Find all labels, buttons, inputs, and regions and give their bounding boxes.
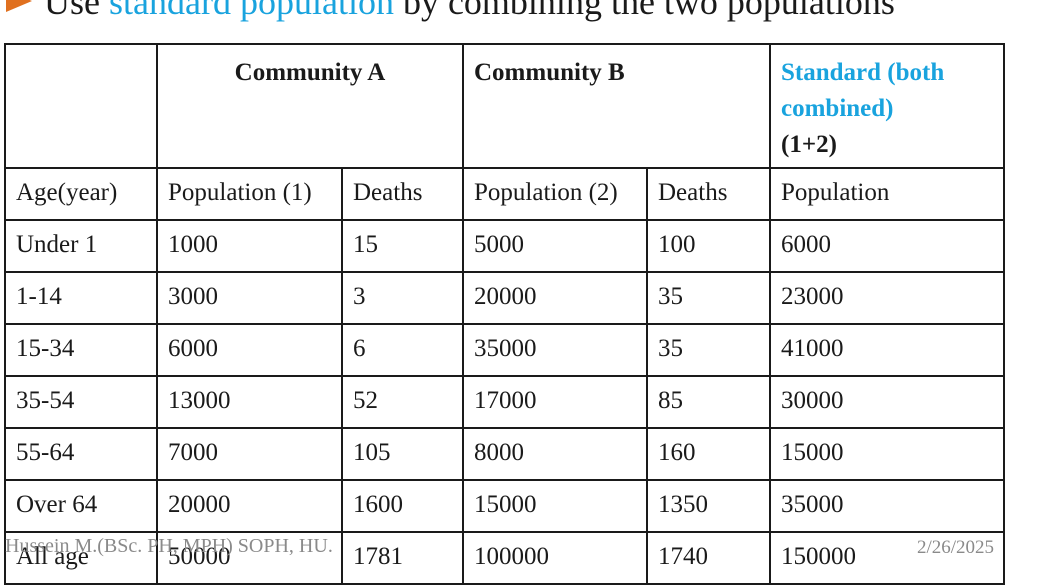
table-row: 35-54 13000 52 17000 85 30000 [4, 375, 1005, 429]
table-cell: 15000 [769, 427, 1005, 481]
table-row: 1-14 3000 3 20000 35 23000 [4, 271, 1005, 325]
title-suffix: by combining the two populations [402, 0, 895, 22]
table-cell: 30000 [769, 375, 1005, 429]
standard-header-plain: (1+2) [781, 131, 837, 158]
column-header-population-standard: Population [769, 167, 1005, 221]
table-cell: 17000 [462, 375, 648, 429]
group-header-row: Community A Community B Standard (both c… [4, 43, 1005, 169]
table-cell: 1000 [156, 219, 343, 273]
table-cell: 85 [646, 375, 771, 429]
table-cell: Under 1 [4, 219, 158, 273]
standard-population-table: Community A Community B Standard (both c… [4, 43, 1005, 585]
table-cell: 100000 [462, 531, 648, 585]
table-cell: 1781 [341, 531, 464, 585]
standard-header: Standard (both combined) (1+2) [769, 43, 1005, 169]
table-cell: 41000 [769, 323, 1005, 377]
table-cell: 5000 [462, 219, 648, 273]
footer-date: 2/26/2025 [917, 537, 995, 558]
table-row: 55-64 7000 105 8000 160 15000 [4, 427, 1005, 481]
table-row: Under 1 1000 15 5000 100 6000 [4, 219, 1005, 273]
column-header-age: Age(year) [4, 167, 158, 221]
arrow-bullet-icon [6, 0, 32, 12]
table-cell: 1350 [646, 479, 771, 533]
table-cell: 8000 [462, 427, 648, 481]
table-cell: 35 [646, 323, 771, 377]
table-row: Over 64 20000 1600 15000 1350 35000 [4, 479, 1005, 533]
standard-header-accent: Standard (both combined) [781, 59, 945, 122]
table-cell: 105 [341, 427, 464, 481]
title-prefix: Use [44, 0, 100, 22]
table-cell: 6000 [769, 219, 1005, 273]
footer-author: Hussein M.(BSc. PH, MPH) SOPH, HU. [5, 535, 333, 557]
community-b-header: Community B [462, 43, 771, 169]
table-cell: 23000 [769, 271, 1005, 325]
table-cell: 160 [646, 427, 771, 481]
table-cell: 35 [646, 271, 771, 325]
table-cell: 52 [341, 375, 464, 429]
table-cell: 15000 [462, 479, 648, 533]
table-cell: 20000 [156, 479, 343, 533]
table-cell: 100 [646, 219, 771, 273]
table-cell: 1740 [646, 531, 771, 585]
column-header-deaths-a: Deaths [341, 167, 464, 221]
table-cell: 35-54 [4, 375, 158, 429]
table-cell: 1-14 [4, 271, 158, 325]
empty-header-cell [4, 43, 158, 169]
column-header-population-2: Population (2) [462, 167, 648, 221]
table-cell: 35000 [462, 323, 648, 377]
table-cell: 15 [341, 219, 464, 273]
table-cell: 13000 [156, 375, 343, 429]
community-a-header: Community A [156, 43, 464, 169]
title-highlight: standard population [109, 0, 394, 22]
table-cell: 7000 [156, 427, 343, 481]
column-header-deaths-b: Deaths [646, 167, 771, 221]
table-cell: Over 64 [4, 479, 158, 533]
column-header-population-1: Population (1) [156, 167, 343, 221]
table-cell: 15-34 [4, 323, 158, 377]
table-cell: 20000 [462, 271, 648, 325]
table-row: 15-34 6000 6 35000 35 41000 [4, 323, 1005, 377]
column-header-row: Age(year) Population (1) Deaths Populati… [4, 167, 1005, 221]
table-cell: 35000 [769, 479, 1005, 533]
table-cell: 6 [341, 323, 464, 377]
table-cell: 6000 [156, 323, 343, 377]
table-cell: 55-64 [4, 427, 158, 481]
table-cell: 3 [341, 271, 464, 325]
table-cell: 1600 [341, 479, 464, 533]
table-cell: 3000 [156, 271, 343, 325]
slide-title: Use standard population by combining the… [6, 0, 895, 22]
